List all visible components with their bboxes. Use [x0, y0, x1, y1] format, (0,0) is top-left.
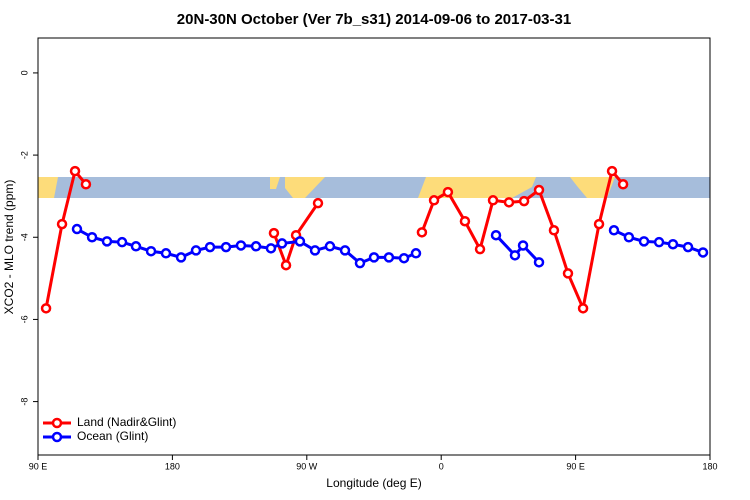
point	[383, 252, 395, 263]
point	[608, 225, 620, 236]
point	[145, 245, 157, 257]
point	[606, 165, 618, 177]
y-tick-label: -2	[19, 151, 29, 159]
point	[309, 245, 321, 256]
point	[548, 225, 560, 236]
point	[204, 241, 216, 253]
legend-label: Land (Nadir&Glint)	[77, 415, 176, 429]
point	[368, 252, 380, 263]
point	[220, 241, 232, 253]
point	[490, 229, 502, 241]
plot-frame	[37, 37, 711, 456]
y-tick-label: -6	[19, 315, 29, 323]
legend-marker	[51, 417, 63, 429]
point	[354, 257, 366, 269]
point	[442, 186, 454, 198]
point	[398, 252, 410, 264]
point	[623, 232, 635, 243]
point	[682, 241, 694, 253]
x-tick-label: 180	[702, 461, 717, 471]
point	[69, 165, 81, 177]
point	[410, 248, 422, 259]
x-tick-label: 180	[165, 461, 180, 471]
point	[459, 215, 471, 227]
point	[593, 218, 605, 230]
x-tick-label: 90 E	[29, 461, 48, 471]
y-tick-label: 0	[19, 70, 29, 75]
point	[175, 252, 187, 263]
point	[487, 195, 499, 206]
x-axis-label: Longitude (deg E)	[326, 476, 421, 490]
chart-title: 20N-30N October (Ver 7b_s31) 2014-09-06 …	[177, 11, 571, 28]
point	[503, 197, 515, 208]
point	[101, 236, 113, 247]
legend-marker	[51, 431, 63, 443]
point	[268, 227, 280, 239]
point	[428, 195, 440, 206]
point	[533, 257, 545, 268]
point	[71, 223, 83, 235]
point	[116, 236, 128, 248]
point	[533, 184, 545, 196]
point	[86, 232, 98, 243]
y-tick-label: -8	[19, 398, 29, 406]
point	[562, 268, 574, 279]
x-tick-label: 90 E	[566, 461, 585, 471]
point	[474, 243, 486, 255]
point	[160, 248, 172, 259]
point	[235, 240, 247, 251]
point	[250, 241, 262, 252]
point	[638, 236, 650, 247]
point	[697, 247, 709, 258]
point	[509, 250, 521, 261]
point	[56, 218, 68, 230]
legend-label: Ocean (Glint)	[77, 429, 148, 443]
point	[518, 195, 530, 207]
point	[324, 241, 336, 252]
point	[617, 179, 629, 190]
point	[416, 227, 428, 238]
y-tick-label: -4	[19, 233, 29, 241]
y-axis-label: XCO2 - MLO trend (ppm)	[2, 180, 16, 315]
point	[312, 197, 324, 209]
point	[294, 236, 306, 247]
point	[667, 238, 679, 250]
point	[517, 240, 529, 251]
point	[80, 179, 92, 190]
point	[130, 241, 142, 252]
point	[339, 245, 351, 256]
x-tick-label: 0	[439, 461, 444, 471]
x-tick-label: 90 W	[296, 461, 318, 471]
point	[577, 303, 589, 314]
point	[265, 243, 277, 254]
point	[276, 238, 288, 249]
point	[653, 236, 665, 248]
point	[190, 245, 202, 256]
point	[40, 303, 52, 314]
point	[280, 259, 292, 271]
